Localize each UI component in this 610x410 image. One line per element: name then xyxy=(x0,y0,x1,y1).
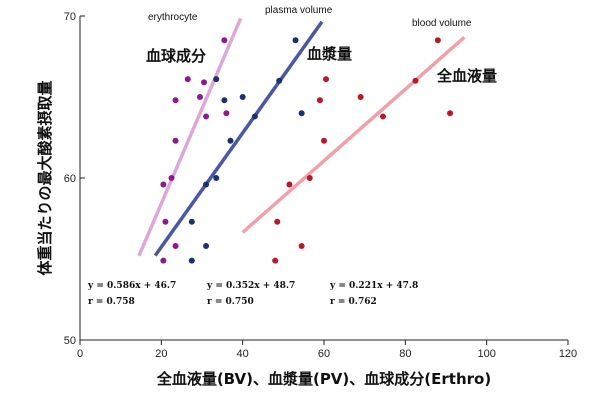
point-plasma-volume xyxy=(239,94,246,100)
label-jp-blood-volume: 全血液量 xyxy=(436,67,497,85)
x-tick-label: 80 xyxy=(399,348,411,360)
point-plasma-volume xyxy=(203,243,210,250)
point-erythrocyte xyxy=(168,175,175,181)
point-blood-volume xyxy=(272,257,279,264)
x-tick-label: 120 xyxy=(559,348,577,360)
point-blood-volume xyxy=(274,218,281,225)
point-erythrocyte xyxy=(196,94,203,100)
x-tick-label: 20 xyxy=(155,348,167,360)
point-plasma-volume xyxy=(203,181,210,188)
point-erythrocyte xyxy=(184,76,191,83)
point-plasma-volume xyxy=(276,77,283,84)
r-blood-volume: r = 0.762 xyxy=(330,297,377,307)
r-erythrocyte: r = 0.758 xyxy=(88,297,135,307)
point-plasma-volume xyxy=(251,113,258,120)
y-tick-label: 60 xyxy=(64,173,76,185)
equation-plasma-volume: y = 0.352x + 48.7 xyxy=(206,281,295,291)
y-axis-ticks: 50 60 70 xyxy=(64,11,85,347)
point-erythrocyte xyxy=(160,181,167,188)
point-plasma-volume xyxy=(213,76,220,83)
x-tick-label: 100 xyxy=(477,348,495,360)
point-erythrocyte xyxy=(221,37,228,44)
x-tick-label: 0 xyxy=(77,348,83,360)
point-erythrocyte xyxy=(172,137,179,144)
point-plasma-volume xyxy=(213,175,220,181)
label-blood-volume: blood volume xyxy=(412,18,472,29)
regression-lines xyxy=(137,17,466,257)
point-blood-volume xyxy=(379,113,386,120)
point-blood-volume xyxy=(316,97,323,104)
point-plasma-volume xyxy=(188,218,195,225)
label-jp-plasma-volume: 血漿量 xyxy=(307,45,352,63)
label-erythrocyte: erythrocyte xyxy=(148,12,198,23)
data-points xyxy=(160,37,454,264)
x-axis-title: 全血液量(BV)、血漿量(PV)、血球成分(Erthro) xyxy=(156,370,491,388)
regression-line-plasma-volume xyxy=(153,20,324,257)
point-plasma-volume xyxy=(221,97,228,104)
equation-erythrocyte: y = 0.586x + 46.7 xyxy=(87,281,176,291)
point-erythrocyte xyxy=(201,79,208,86)
x-tick-label: 60 xyxy=(318,348,330,360)
point-erythrocyte xyxy=(162,218,169,225)
label-plasma-volume: plasma volume xyxy=(265,5,333,16)
point-blood-volume xyxy=(321,137,327,144)
r-plasma-volume: r = 0.750 xyxy=(207,297,254,307)
point-blood-volume xyxy=(298,243,305,250)
x-tick-label: 40 xyxy=(237,348,249,360)
point-erythrocyte xyxy=(203,113,210,120)
point-blood-volume xyxy=(412,77,419,84)
point-blood-volume xyxy=(306,175,313,181)
point-plasma-volume xyxy=(298,110,305,117)
label-jp-erythrocyte: 血球成分 xyxy=(146,47,206,65)
regression-line-erythrocyte xyxy=(137,17,243,257)
point-plasma-volume xyxy=(188,257,195,264)
point-blood-volume xyxy=(286,181,293,188)
x-axis-ticks: 0 20 40 60 80 100 120 xyxy=(77,340,577,360)
point-erythrocyte xyxy=(160,257,167,264)
point-blood-volume xyxy=(447,110,454,117)
point-plasma-volume xyxy=(227,137,234,144)
point-erythrocyte xyxy=(172,97,179,104)
equation-blood-volume: y = 0.221x + 47.8 xyxy=(329,281,418,291)
y-tick-label: 50 xyxy=(64,335,76,347)
point-blood-volume xyxy=(323,76,330,83)
point-erythrocyte xyxy=(223,110,230,117)
point-erythrocyte xyxy=(172,243,179,250)
point-blood-volume xyxy=(434,37,441,44)
point-plasma-volume xyxy=(292,37,299,44)
regression-line-blood-volume xyxy=(241,35,466,234)
y-axis-title: 体重当たりの最大酸素摂取量 xyxy=(36,80,54,275)
point-blood-volume xyxy=(357,94,364,100)
y-tick-label: 70 xyxy=(64,11,76,23)
